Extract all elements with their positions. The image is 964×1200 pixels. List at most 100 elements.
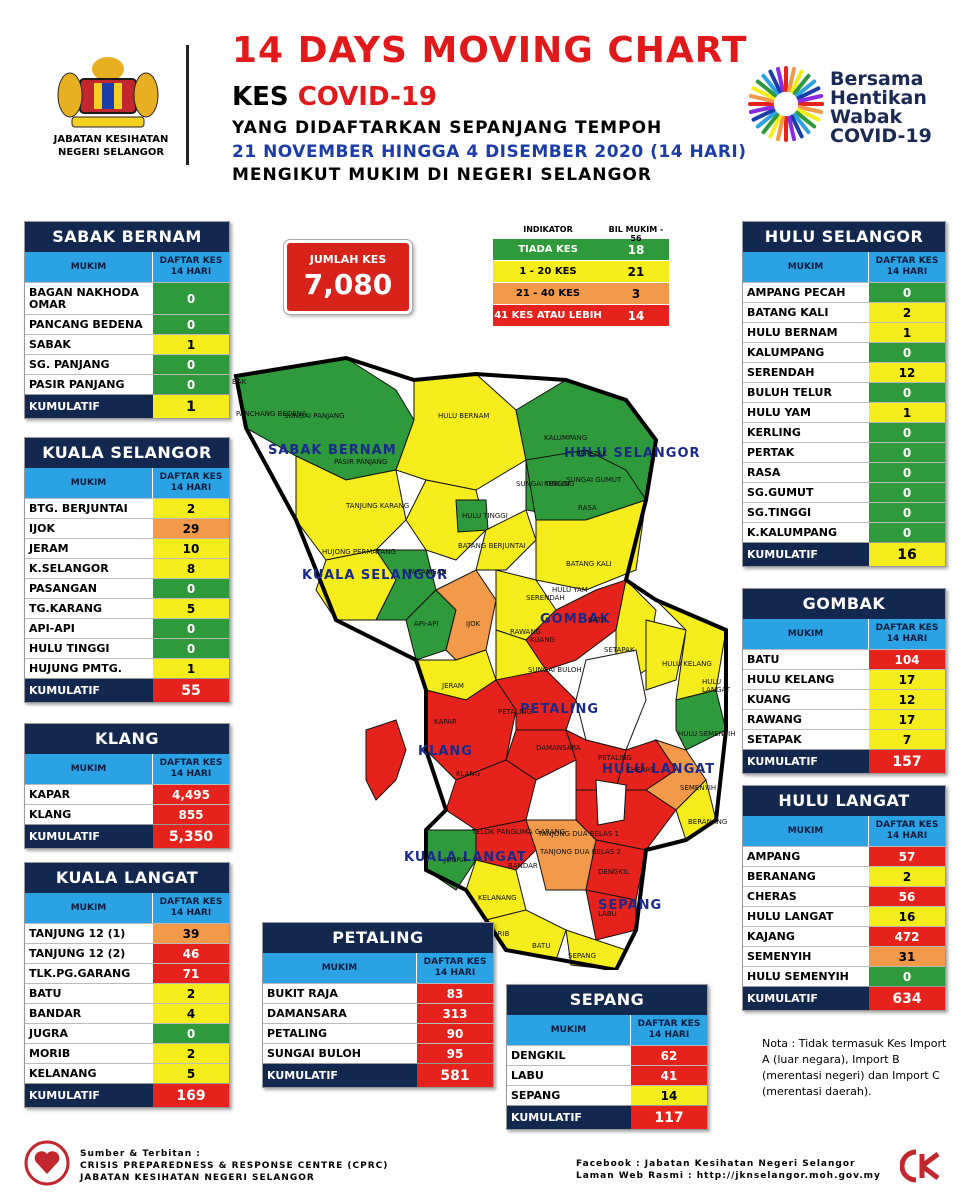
indicator-count: 3 xyxy=(631,286,641,301)
table-title: KUALA SELANGOR xyxy=(25,438,229,468)
column-mukim: MUKIM xyxy=(263,953,417,983)
case-count: 95 xyxy=(417,1044,493,1063)
case-count: 0 xyxy=(869,503,945,522)
cprc-brand-icon xyxy=(899,1148,944,1184)
mukim-name: HULU SEMENYIH xyxy=(747,969,849,983)
case-count: 313 xyxy=(417,1004,493,1023)
column-daftar: DAFTAR KES 14 HARI xyxy=(637,1019,701,1040)
map-label-hulu-selangor: HULU SELANGOR xyxy=(564,446,701,461)
table-row: BERANANG 2 xyxy=(743,866,945,886)
map-label-klang: KLANG xyxy=(418,744,473,759)
mukim-name: KELANANG xyxy=(29,1066,97,1080)
map-mukim-label: BANDAR xyxy=(508,862,538,870)
total-cases-value: 7,080 xyxy=(303,268,393,301)
case-count: 0 xyxy=(153,315,229,334)
region-tanjung-karang xyxy=(295,455,407,561)
region-islands xyxy=(365,719,407,801)
column-daftar: DAFTAR KES 14 HARI xyxy=(423,957,487,978)
mukim-name: HULU LANGAT xyxy=(747,909,834,923)
table-gombak: GOMBAK MUKIM DAFTAR KES 14 HARI BATU 104 HULU… xyxy=(742,588,946,774)
table-row: SG.TINGGI 0 xyxy=(743,502,945,522)
map-label-gombak: GOMBAK xyxy=(540,612,611,627)
mukim-name: KLANG xyxy=(29,807,72,821)
mukim-name: CHERAS xyxy=(747,889,797,903)
mukim-name: MORIB xyxy=(29,1046,71,1060)
case-count: 12 xyxy=(869,363,945,382)
case-count: 0 xyxy=(153,639,229,658)
kumulatif-label: KUMULATIF xyxy=(267,1069,338,1082)
kumulatif-label: KUMULATIF xyxy=(747,548,818,561)
kumulatif-row: KUMULATIF 1 xyxy=(25,394,229,418)
kumulatif-label: KUMULATIF xyxy=(747,755,818,768)
table-klang: KLANG MUKIM DAFTAR KES 14 HARI KAPAR 4,495 KL… xyxy=(24,723,230,849)
subtitle-period: 21 NOVEMBER HINGGA 4 DISEMBER 2020 (14 H… xyxy=(232,142,747,162)
column-daftar: DAFTAR KES 14 HARI xyxy=(159,256,223,277)
campaign-text: Bersama Hentikan Wabak COVID-19 xyxy=(830,68,932,147)
mukim-name: SG. PANJANG xyxy=(29,357,110,371)
mukim-name: HUJUNG PMTG. xyxy=(29,661,122,675)
map-mukim-label: LABU xyxy=(598,910,617,918)
kumulatif-row: KUMULATIF 169 xyxy=(25,1083,229,1107)
table-row: TLK.PG.GARANG 71 xyxy=(25,963,229,983)
map-mukim-label: KERLING xyxy=(544,480,575,488)
indicator-label: 1 - 20 KES xyxy=(519,266,577,277)
table-row: KAJANG 472 xyxy=(743,926,945,946)
state-outline xyxy=(233,355,728,973)
map-mukim-label: MORIB xyxy=(486,930,510,938)
case-count: 8 xyxy=(153,559,229,578)
indicator-header: INDIKATOR xyxy=(523,225,573,234)
case-count: 2 xyxy=(153,499,229,518)
table-title: KLANG xyxy=(25,724,229,754)
region-damansara xyxy=(505,729,577,781)
map-mukim-label: KUANG xyxy=(530,636,555,644)
table-title: PETALING xyxy=(263,923,493,953)
map-mukim-label: PERETAK xyxy=(576,450,608,458)
case-count: 7 xyxy=(869,730,945,749)
mukim-name: BUKIT RAJA xyxy=(267,986,338,1000)
map-mukim-label: PASIR PANJANG xyxy=(334,458,388,466)
mukim-name: RAWANG xyxy=(747,712,802,726)
mukim-name: PANCANG BEDENA xyxy=(29,317,143,331)
table-row: HULU KELANG 17 xyxy=(743,669,945,689)
table-row: SETAPAK 7 xyxy=(743,729,945,749)
table-row: TANJUNG 12 (2) 46 xyxy=(25,943,229,963)
map-label-hulu-langat: HULU LANGAT xyxy=(602,762,716,777)
map-mukim-label: HULU LANGAT xyxy=(702,678,731,694)
table-row: DAMANSARA 313 xyxy=(263,1003,493,1023)
mukim-name: HULU TINGGI xyxy=(29,641,110,655)
kumulatif-row: KUMULATIF 55 xyxy=(25,678,229,702)
table-title: KUALA LANGAT xyxy=(25,863,229,893)
table-row: BANDAR 4 xyxy=(25,1003,229,1023)
kumulatif-value: 581 xyxy=(417,1064,493,1087)
map-mukim-label: API-API xyxy=(414,620,439,628)
table-row: API-API 0 xyxy=(25,618,229,638)
mukim-name: SUNGAI BULOH xyxy=(267,1046,362,1060)
mukim-name: TANJUNG 12 (2) xyxy=(29,946,126,960)
table-title: HULU SELANGOR xyxy=(743,222,945,252)
region-batang-berjuntai xyxy=(475,509,537,571)
table-row: K.KALUMPANG 0 xyxy=(743,522,945,542)
map-mukim-label: KELANANG xyxy=(478,894,517,902)
mukim-name: BTG. BERJUNTAI xyxy=(29,501,128,515)
map-mukim-label: PETALING xyxy=(498,708,532,716)
case-count: 0 xyxy=(869,483,945,502)
case-count: 0 xyxy=(153,283,229,314)
map-label-kuala-selangor: KUALA SELANGOR xyxy=(302,568,449,583)
indicator-count-header: BIL MUKIM - 56 xyxy=(608,225,664,243)
mukim-name: DAMANSARA xyxy=(267,1006,347,1020)
mukim-name: AMPANG xyxy=(747,849,801,863)
mukim-name: KAJANG xyxy=(747,929,795,943)
case-count: 2 xyxy=(869,867,945,886)
mukim-name: PASANGAN xyxy=(29,581,97,595)
mukim-name: SG.GUMUT xyxy=(747,485,814,499)
map-mukim-label: BERANANG xyxy=(688,818,728,826)
case-count: 83 xyxy=(417,984,493,1003)
mukim-name: BATANG KALI xyxy=(747,305,829,319)
mukim-name: SEMENYIH xyxy=(747,949,812,963)
column-daftar: DAFTAR KES 14 HARI xyxy=(159,472,223,493)
table-title: SABAK BERNAM xyxy=(25,222,229,252)
kumulatif-label: KUMULATIF xyxy=(29,830,100,843)
mukim-name: RASA xyxy=(747,465,781,479)
case-count: 0 xyxy=(869,443,945,462)
case-count: 2 xyxy=(153,1044,229,1063)
